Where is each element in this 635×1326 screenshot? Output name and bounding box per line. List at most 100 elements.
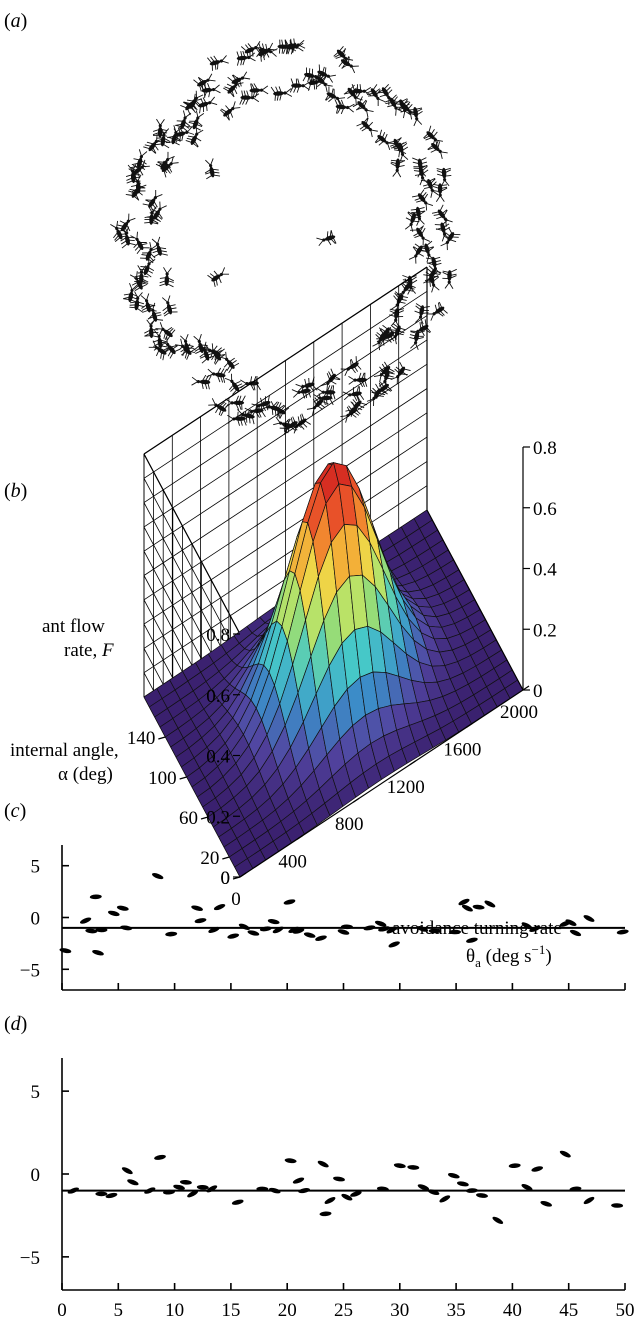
ant-marker-body (92, 949, 104, 956)
ant-marker-body (616, 929, 629, 935)
ant (316, 230, 337, 247)
ant (155, 151, 175, 174)
ant-marker (95, 927, 108, 933)
ant-marker-body (319, 1211, 332, 1217)
ant-marker-body (417, 1184, 430, 1191)
ant (261, 401, 282, 417)
y-tick (158, 736, 166, 740)
ant-marker (428, 928, 441, 934)
ant-marker-body (107, 910, 120, 917)
ant-marker-body (303, 932, 316, 938)
ant-marker (492, 1216, 504, 1225)
ant (224, 373, 244, 395)
x-tick (522, 685, 530, 691)
ant-marker-body (583, 915, 595, 922)
ant-marker (407, 1165, 420, 1170)
ant-head (353, 378, 357, 382)
ant (219, 351, 240, 374)
ant (193, 73, 216, 92)
ant-marker (67, 1187, 79, 1194)
box-edge (143, 453, 241, 635)
ant-marker (187, 1190, 199, 1198)
ant-legs (366, 383, 387, 406)
surface-axes: 04008001200160020000206010014000.20.40.6… (127, 438, 557, 910)
ant (244, 403, 266, 418)
ant-marker-body (350, 1190, 362, 1197)
ant-marker-body (465, 1188, 478, 1193)
ant (140, 293, 157, 313)
ant-marker (196, 1184, 209, 1190)
ant-legs (414, 303, 430, 325)
ant-head (259, 88, 264, 92)
ant-marker (583, 1196, 595, 1205)
z-tick-label-left: 0.2 (206, 807, 230, 828)
x-tick-label: 0 (231, 889, 241, 910)
ant (284, 38, 306, 54)
ant-legs (411, 189, 434, 211)
ant-legs (140, 241, 158, 264)
ant-marker-body (333, 1176, 345, 1182)
ant-legs (351, 83, 372, 99)
ant (333, 46, 354, 66)
ant-marker (213, 904, 226, 911)
ant (204, 158, 221, 180)
ant-legs (155, 127, 171, 149)
ant-marker-body (272, 926, 284, 934)
ant-marker-body (492, 1216, 504, 1225)
z-tick-label-right: 0.8 (533, 438, 557, 459)
ant-marker (472, 904, 485, 910)
grid-line (143, 478, 241, 659)
ant-legs (120, 226, 136, 249)
ant-marker (315, 935, 327, 941)
y-tick-label: 20 (200, 848, 219, 869)
ant-marker-body (165, 931, 178, 937)
panel-label-c: (c) (4, 800, 26, 822)
ant (236, 50, 256, 66)
ant (388, 137, 407, 158)
ant-marker-body (256, 1186, 269, 1192)
ant-legs (152, 329, 168, 351)
ant (432, 183, 448, 203)
ant-marker-body (439, 1195, 451, 1203)
ant-marker (227, 933, 240, 939)
x-tick-label: 20 (278, 1300, 297, 1321)
ant-legs (306, 393, 329, 416)
ant-marker-body (449, 929, 461, 935)
ant-marker (208, 926, 220, 933)
ant-marker-body (238, 923, 250, 930)
ant-marker-body (416, 926, 429, 932)
ant-legs (193, 73, 216, 92)
ant (207, 55, 229, 71)
ant-marker-body (116, 905, 129, 911)
ant-legs (409, 225, 431, 246)
ant-marker-body (521, 922, 533, 930)
ant-marker-body (268, 1187, 281, 1194)
ant (115, 213, 136, 235)
ant (342, 386, 365, 402)
ant (334, 99, 355, 115)
ant-marker-body (284, 1158, 297, 1164)
ant-legs (423, 125, 443, 148)
ant-marker (427, 1189, 440, 1196)
ant-legs (431, 204, 453, 227)
ant-legs (130, 149, 148, 171)
y-tick (179, 776, 187, 780)
ant-marker-body (79, 917, 92, 924)
ant-legs (155, 151, 175, 174)
y-tick-label: 5 (31, 857, 41, 878)
ant-marker (95, 1191, 108, 1197)
ant-marker (340, 924, 353, 930)
y-axis-label-line1: internal angle, (10, 740, 119, 761)
x-tick-label: 1600 (443, 739, 481, 760)
ant-marker (521, 922, 533, 930)
ant-legs (273, 416, 296, 434)
x-tick-label: 10 (165, 1300, 184, 1321)
ant-marker-body (67, 1187, 79, 1194)
ant (372, 327, 392, 351)
ant (152, 329, 168, 351)
x-tick-label: 1200 (387, 777, 425, 798)
ant-legs (427, 137, 448, 159)
ant (193, 333, 209, 354)
ant-legs (128, 159, 150, 181)
ant-marker (333, 1176, 345, 1182)
